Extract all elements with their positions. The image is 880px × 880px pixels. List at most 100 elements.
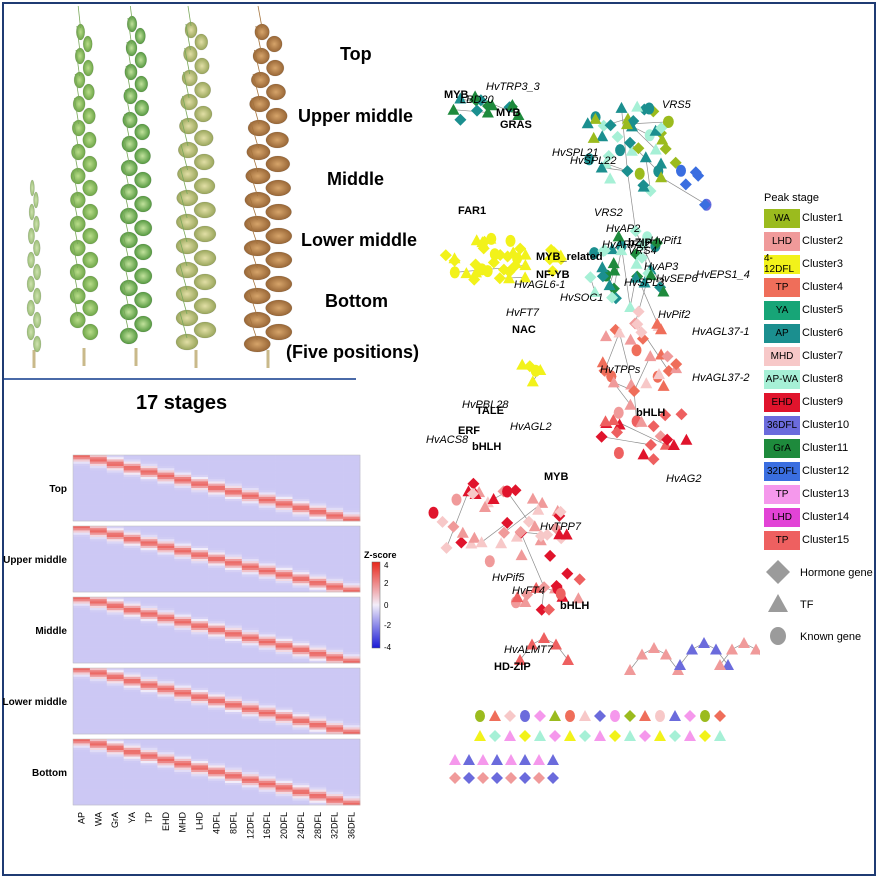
network-hormone-node [631, 318, 644, 331]
network-gene-label: HvPif2 [658, 309, 690, 321]
network-hormone-node [659, 409, 672, 422]
network-hormone-node [699, 730, 711, 742]
network-tf-node [454, 92, 467, 104]
network-tf-node [533, 754, 545, 765]
heatmap-stage-label: TP [144, 812, 154, 824]
heatmap-stage-label: LHD [195, 812, 205, 831]
network-hormone-node [543, 253, 556, 266]
legend-item: AP-WA Cluster8 [764, 369, 843, 389]
network-family-label: bHLH [560, 600, 589, 612]
network-tf-node [470, 266, 482, 278]
colorbar-tick-4: 4 [384, 561, 389, 570]
network-hormone-node [624, 710, 636, 722]
network-gene-label: HvAG2 [666, 473, 701, 485]
network-known-node [505, 234, 516, 247]
heatmap-panel: Lower middle [3, 667, 361, 735]
network-tf-node [649, 143, 662, 155]
network-gene-label: HvTPPs [600, 364, 641, 376]
network-hormone-node [501, 250, 514, 263]
network-hormone-node [689, 166, 702, 179]
network-tf-node [613, 326, 626, 338]
legend-item: LHD Cluster14 [764, 507, 849, 527]
legend-cluster-name: Cluster14 [802, 511, 850, 523]
network-hormone-node [662, 365, 675, 377]
heatmap-panel: Bottom [32, 738, 361, 806]
network-gene-label: HvSOC1 [560, 292, 603, 304]
network-tf-node [547, 754, 559, 765]
shape-legend: Hormone gene TF Known gene [766, 560, 873, 645]
heatmap-stage-label: 4DFL [212, 812, 222, 834]
network-tf-node [595, 161, 608, 173]
network-known-node [700, 710, 710, 722]
network-gene-label: HvARF12 [602, 239, 650, 251]
network-hormone-node [595, 430, 608, 443]
network-tf-node [479, 501, 491, 512]
heatmap-stage-label: EHD [161, 812, 171, 832]
network-family-label: MYB_related [536, 251, 603, 263]
legend-item: WA Cluster1 [764, 208, 843, 228]
network-hormone-node [609, 730, 621, 742]
network-tf-node [475, 536, 488, 548]
network-tf-node [581, 117, 594, 129]
legend-swatch: 4-12DFL [764, 253, 800, 275]
network-known-node [489, 248, 500, 261]
network-hormone-node [466, 487, 479, 500]
network-tf-node [468, 531, 481, 543]
legend-item: AP Cluster6 [764, 323, 843, 343]
network-hormone-node [455, 536, 468, 549]
network-known-node [676, 164, 686, 177]
network-gene-label: HvEPS1_4 [696, 269, 750, 281]
shape-label-tf: TF [800, 599, 814, 611]
network-hormone-node [534, 710, 546, 722]
spike-stage-3 [119, 6, 153, 366]
network-tf-node [612, 230, 625, 242]
legend-swatch: GrA [764, 438, 800, 458]
network-hormone-node [602, 150, 615, 162]
network-known-node [475, 710, 485, 722]
network-hormone-node [647, 453, 660, 466]
diamond-icon [766, 560, 790, 584]
shape-label-hormone: Hormone gene [800, 567, 873, 579]
heatmap-panel: Upper middle [3, 525, 361, 593]
network-hormone-node [579, 730, 591, 742]
network-family-label: MYB [496, 107, 521, 119]
network-hormone-node [454, 113, 467, 126]
network-hormone-node [669, 730, 681, 742]
network-tf-node [503, 272, 516, 284]
network-tf-node [474, 730, 486, 741]
network-hormone-node [639, 730, 651, 742]
network-hormone-node [627, 115, 640, 127]
network-hormone-node [447, 520, 460, 533]
network-hormone-node [628, 385, 641, 397]
colorbar-title: Z-score [364, 550, 397, 560]
network-known-node [584, 153, 595, 166]
legend-cluster-name: Cluster2 [802, 235, 843, 247]
network-hormone-node [498, 526, 510, 539]
network-hormone-node [635, 326, 648, 339]
network-tf-node [511, 591, 524, 603]
network-tf-node [510, 530, 523, 542]
network-tf-node [686, 643, 698, 655]
network-gene-label: VRS4 [628, 245, 657, 257]
legend-swatch: TP [764, 530, 800, 550]
network-gene-label: HvTPP7 [540, 521, 582, 533]
network-tf-node [519, 248, 532, 260]
network-family-label: MYB [544, 471, 569, 483]
network-tf-node [588, 286, 601, 297]
network-tf-node [447, 103, 460, 115]
network-known-node [502, 485, 513, 498]
heatmap-stage-label: GrA [110, 812, 120, 828]
network-family-label: GRAS [500, 119, 532, 131]
network-hormone-node [661, 350, 674, 363]
network-tf-node [698, 637, 710, 648]
legend-swatch: LHD [764, 231, 800, 251]
network-hormone-node [549, 730, 561, 742]
network-family-label: MYB [444, 89, 469, 101]
network-hormone-node [521, 588, 534, 601]
network-hormone-node [596, 270, 609, 283]
network-hormone-node [505, 772, 517, 784]
network-gene-label: HvALMT7 [504, 644, 554, 656]
legend-cluster-name: Cluster7 [802, 350, 843, 362]
network-tf-node [624, 730, 636, 741]
colorbar-tick-2: 2 [384, 579, 389, 588]
